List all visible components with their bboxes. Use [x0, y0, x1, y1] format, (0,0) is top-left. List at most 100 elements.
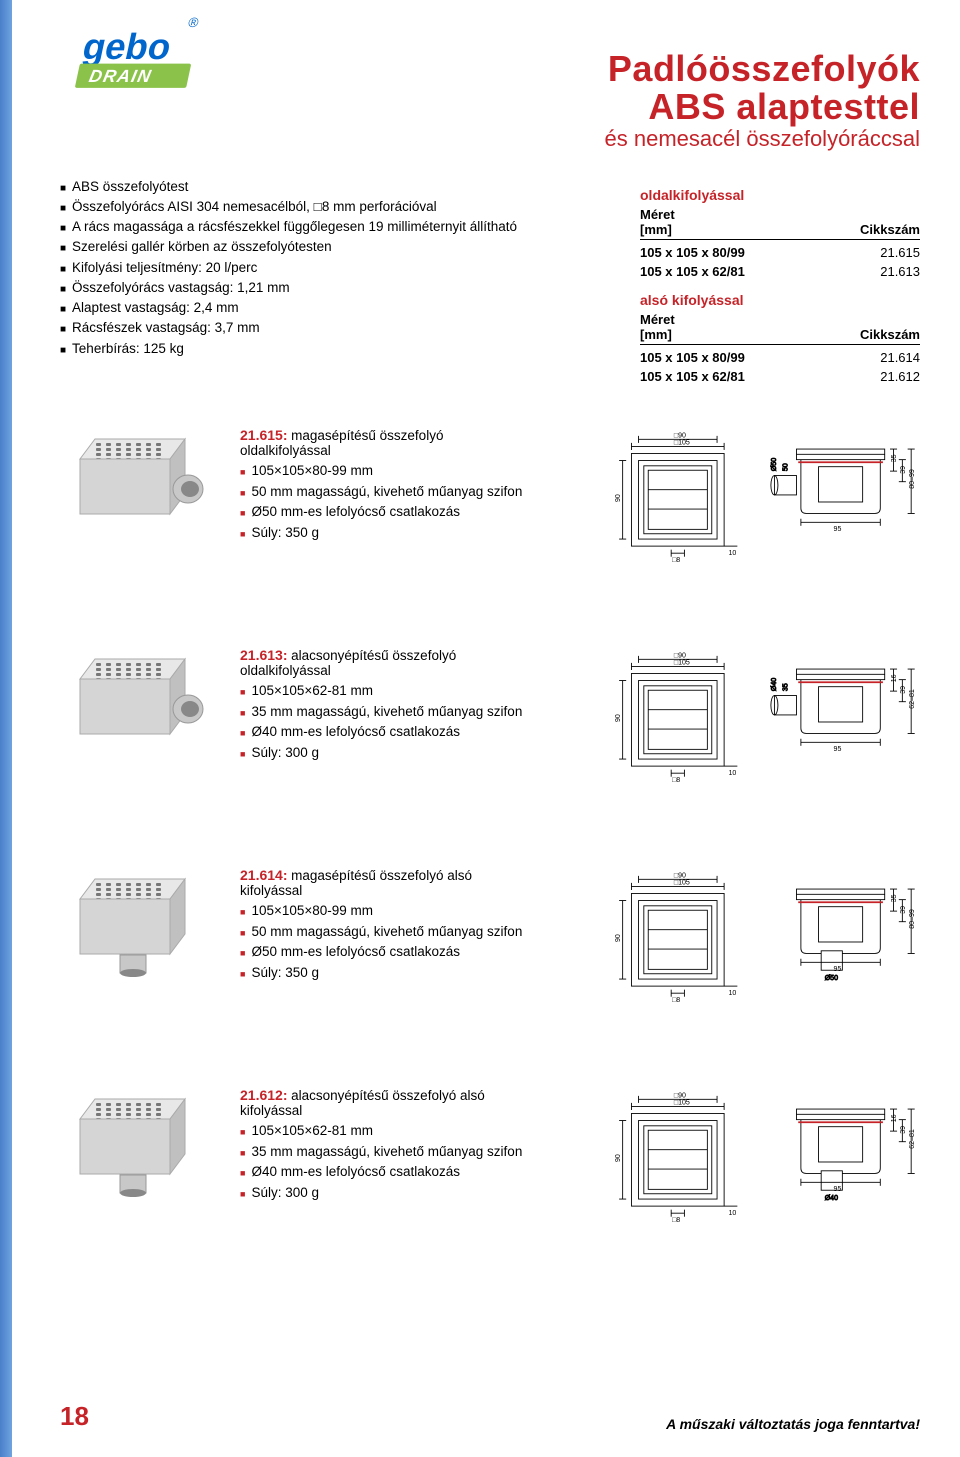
product-row: 21.612: alacsonyépítésű összefolyó alsó …: [60, 1087, 920, 1237]
svg-text:®: ®: [187, 15, 200, 30]
product-row: 21.615: magasépítésű összefolyó oldalkif…: [60, 427, 920, 577]
technical-diagrams: □105 □90 90 □8 10 Ø50 35 39 80–99 95: [560, 867, 920, 1017]
spec-item: Kifolyási teljesítmény: 20 l/perc: [60, 258, 580, 278]
size-cell: 105 x 105 x 80/99: [640, 243, 745, 263]
svg-text:Ø40: Ø40: [771, 677, 778, 690]
product-bullet: 105×105×62-81 mm: [240, 1121, 530, 1142]
product-bullet: Súly: 300 g: [240, 743, 530, 764]
svg-text:□8: □8: [672, 997, 680, 1004]
product-bullet: 105×105×80-99 mm: [240, 461, 530, 482]
svg-text:35: 35: [891, 454, 898, 462]
product-code: 21.615:: [240, 427, 287, 443]
svg-text:90: 90: [615, 494, 622, 502]
spec-item: Teherbírás: 125 kg: [60, 339, 580, 359]
top-view-diagram: □105 □90 90 □8 10: [605, 647, 755, 797]
product-bullet: 105×105×80-99 mm: [240, 901, 530, 922]
product-bullet: Súly: 350 g: [240, 523, 530, 544]
col-label: Cikkszám: [860, 327, 920, 342]
col-label: Méret: [640, 207, 675, 222]
svg-text:□105: □105: [674, 439, 690, 446]
svg-text:50: 50: [783, 463, 790, 471]
product-description: 21.615: magasépítésű összefolyó oldalkif…: [240, 427, 530, 545]
top-view-diagram: □105 □90 90 □8 10: [605, 867, 755, 1017]
product-code: 21.613:: [240, 647, 287, 663]
product-bullet: Súly: 350 g: [240, 963, 530, 984]
svg-text:95: 95: [834, 966, 842, 973]
page-content: gebo ® DRAIN Padlóösszefolyók ABS alapte…: [0, 0, 960, 1457]
svg-text:39: 39: [900, 1125, 907, 1133]
svg-text:□105: □105: [674, 879, 690, 886]
svg-text:10: 10: [729, 1210, 737, 1217]
svg-text:□8: □8: [672, 1217, 680, 1224]
page-number: 18: [60, 1401, 89, 1432]
logo-text: gebo: [79, 26, 175, 67]
spec-item: Alaptest vastagság: 2,4 mm: [60, 298, 580, 318]
title-subtitle: és nemesacél összefolyóráccsal: [60, 126, 920, 152]
code-cell: 21.613: [880, 262, 920, 282]
size-cell: 105 x 105 x 62/81: [640, 262, 745, 282]
table-row: 105 x 105 x 80/99 21.614: [640, 348, 920, 368]
svg-text:95: 95: [834, 526, 842, 533]
code-cell: 21.612: [880, 367, 920, 387]
code-cell: 21.615: [880, 243, 920, 263]
product-bullet: Súly: 300 g: [240, 1183, 530, 1204]
technical-diagrams: □105 □90 90 □8 10 Ø40 16 39 62–81 95: [560, 1087, 920, 1237]
table-row: 105 x 105 x 62/81 21.613: [640, 262, 920, 282]
svg-text:80–99: 80–99: [909, 909, 916, 929]
svg-text:□90: □90: [674, 872, 686, 879]
product-bullet: Ø40 mm-es lefolyócső csatlakozás: [240, 722, 530, 743]
svg-text:□90: □90: [674, 1092, 686, 1099]
product-description: 21.613: alacsonyépítésű összefolyó oldal…: [240, 647, 530, 765]
svg-text:95: 95: [834, 1186, 842, 1193]
svg-text:35: 35: [783, 683, 790, 691]
product-bullet: 105×105×62-81 mm: [240, 681, 530, 702]
svg-text:39: 39: [900, 685, 907, 693]
technical-diagrams: □105 □90 90 □8 10 Ø40 35 16 39 62–81 95: [560, 647, 920, 797]
svg-text:80–99: 80–99: [909, 469, 916, 489]
svg-text:62–81: 62–81: [909, 689, 916, 709]
product-code: 21.612:: [240, 1087, 287, 1103]
product-description: 21.612: alacsonyépítésű összefolyó alsó …: [240, 1087, 530, 1205]
code-cell: 21.614: [880, 348, 920, 368]
size-cell: 105 x 105 x 62/81: [640, 367, 745, 387]
col-label: Cikkszám: [860, 222, 920, 237]
svg-text:35: 35: [891, 894, 898, 902]
table-heading: alsó kifolyással: [640, 292, 920, 308]
table-heading: oldalkifolyással: [640, 187, 920, 203]
svg-text:□90: □90: [674, 652, 686, 659]
table-row: 105 x 105 x 80/99 21.615: [640, 243, 920, 263]
side-view-diagram: Ø40 16 39 62–81 95: [770, 1087, 920, 1211]
svg-text:□90: □90: [674, 432, 686, 439]
side-view-diagram: Ø50 35 39 80–99 95: [770, 867, 920, 991]
product-row: 21.614: magasépítésű összefolyó alsó kif…: [60, 867, 920, 1017]
svg-text:95: 95: [834, 746, 842, 753]
page-footer: 18 A műszaki változtatás joga fenntartva…: [60, 1401, 920, 1432]
svg-text:10: 10: [729, 990, 737, 997]
size-cell: 105 x 105 x 80/99: [640, 348, 745, 368]
svg-text:90: 90: [615, 1154, 622, 1162]
svg-text:16: 16: [891, 1114, 898, 1122]
product-image: [60, 867, 210, 977]
svg-text:□8: □8: [672, 777, 680, 784]
spec-item: Szerelési gallér körben az összefolyótes…: [60, 237, 580, 257]
size-tables: oldalkifolyássalMéret[mm]Cikkszám105 x 1…: [640, 177, 920, 387]
product-bullet: 35 mm magasságú, kivehető műanyag szifon: [240, 702, 530, 723]
product-bullet: Ø50 mm-es lefolyócső csatlakozás: [240, 942, 530, 963]
top-view-diagram: □105 □90 90 □8 10: [605, 427, 755, 577]
table-row: 105 x 105 x 62/81 21.612: [640, 367, 920, 387]
product-bullet: 35 mm magasságú, kivehető műanyag szifon: [240, 1142, 530, 1163]
spec-item: A rács magassága a rácsfészekkel függőle…: [60, 217, 580, 237]
spec-item: ABS összefolyótest: [60, 177, 580, 197]
svg-text:90: 90: [615, 714, 622, 722]
svg-text:10: 10: [729, 550, 737, 557]
product-image: [60, 427, 210, 537]
top-view-diagram: □105 □90 90 □8 10: [605, 1087, 755, 1237]
spec-item: Rácsfészek vastagság: 3,7 mm: [60, 318, 580, 338]
product-image: [60, 1087, 210, 1197]
product-description: 21.614: magasépítésű összefolyó alsó kif…: [240, 867, 530, 985]
side-view-diagram: Ø40 35 16 39 62–81 95: [770, 647, 920, 771]
svg-text:□105: □105: [674, 659, 690, 666]
svg-text:90: 90: [615, 934, 622, 942]
col-label: Méret: [640, 312, 675, 327]
svg-text:Ø40: Ø40: [825, 1195, 838, 1202]
